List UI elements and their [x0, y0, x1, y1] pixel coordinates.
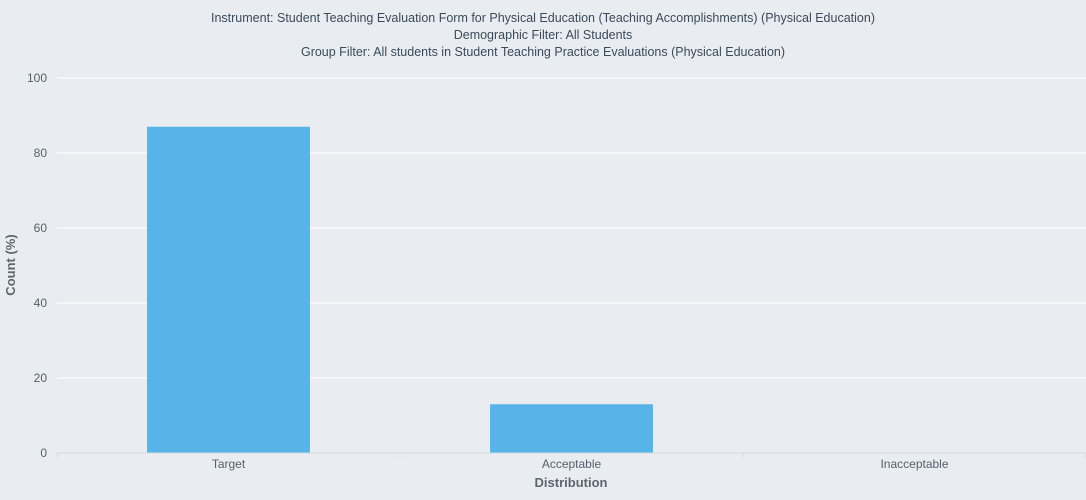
y-tick-label: 40: [34, 296, 48, 310]
y-tick-label: 0: [40, 446, 47, 460]
y-tick-label: 20: [34, 371, 48, 385]
x-axis-ticks: Target Acceptable Inacceptable: [212, 457, 949, 471]
bars: [147, 126, 653, 453]
y-axis-title: Count (%): [3, 234, 18, 295]
x-tick-label: Inacceptable: [880, 457, 948, 471]
bar-acceptable[interactable]: [490, 404, 653, 453]
y-tick-label: 100: [27, 71, 47, 85]
chart-title: Instrument: Student Teaching Evaluation …: [0, 10, 1086, 61]
chart-title-demographic-filter: Demographic Filter: All Students: [453, 28, 633, 42]
bar-target[interactable]: [147, 126, 310, 453]
chart-title-group-filter: Group Filter: All students in Student Te…: [300, 45, 786, 59]
chart-title-instrument: Instrument: Student Teaching Evaluation …: [211, 11, 875, 25]
x-tick-label: Acceptable: [542, 457, 602, 471]
y-tick-label: 80: [34, 146, 48, 160]
x-tick-label: Target: [212, 457, 246, 471]
x-axis-title: Distribution: [535, 475, 608, 490]
y-tick-label: 60: [34, 221, 48, 235]
x-axis: [56, 452, 1086, 458]
y-axis-ticks: 0 20 40 60 80 100: [27, 71, 47, 460]
